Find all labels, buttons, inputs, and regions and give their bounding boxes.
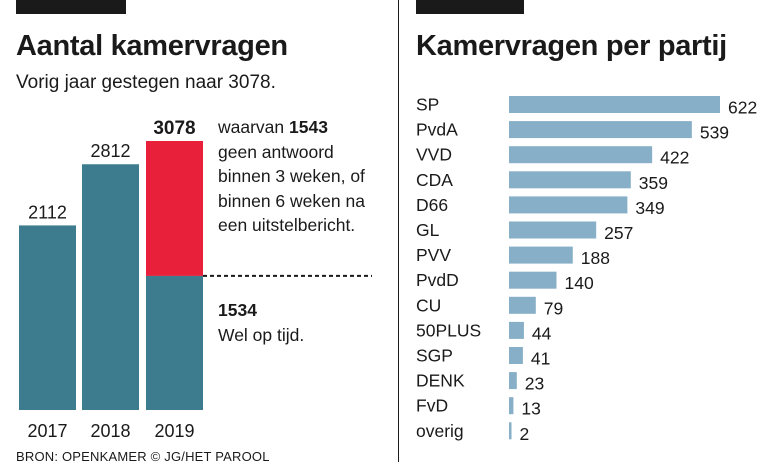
party-bar-sgp [509,347,523,364]
party-bar-pvv [509,246,573,264]
panel-divider [398,0,399,462]
party-value-cda: 359 [639,173,668,193]
party-label-gl: GL [416,220,440,240]
party-bar-overig [509,422,512,440]
party-bar-pvdd [509,271,557,289]
on-time-note: 1534 Wel op tijd. [218,298,378,347]
year-bar-chart: 2112 2017 2812 2018 3078 2019 [19,118,372,441]
party-label-pvv: PVV [416,245,451,265]
party-label-cu: CU [416,295,441,315]
bar-2018 [82,164,139,410]
value-label-2017: 2112 [28,202,67,222]
party-bar-sp [509,96,720,113]
party-label-pvda: PvdA [416,120,458,140]
party-label-sp: SP [416,95,439,115]
late-answers-count: 1543 [289,117,328,137]
party-value-sgp: 41 [531,349,550,369]
party-value-denk: 23 [525,374,544,394]
left-chart-title: Aantal kamervragen [16,30,288,62]
party-value-50plus: 44 [532,323,552,343]
bar-2019-late [146,141,203,276]
party-label-d66: D66 [416,195,448,215]
party-bar-cu [509,296,536,314]
party-value-fvd: 13 [521,399,540,419]
value-label-2018: 2812 [90,141,130,161]
party-value-overig: 2 [520,424,530,444]
party-value-gl: 257 [604,223,633,243]
bar-2017 [19,225,76,410]
party-bar-pvda [509,121,692,139]
right-header-bar [416,0,524,14]
bar-2019-on-time [146,275,203,410]
on-time-count: 1534 [218,300,257,320]
late-answers-text: geen antwoord binnen 3 weken, of binnen … [218,141,365,236]
party-bar-gl [509,221,597,239]
source-credit: BRON: OPENKAMER © JG/HET PAROOL [16,449,270,464]
party-bar-cda [509,171,631,189]
party-bar-50plus [509,321,524,339]
party-value-vvd: 422 [660,148,689,168]
party-value-pvv: 188 [581,248,610,268]
party-bar-fvd [509,397,514,415]
party-bar-vvd [509,146,653,164]
year-label-2017: 2017 [27,421,67,441]
party-bar-denk [509,372,517,390]
party-label-fvd: FvD [416,396,448,416]
year-label-2019: 2019 [154,421,194,441]
party-value-pvda: 539 [700,123,729,143]
year-label-2018: 2018 [90,421,130,441]
late-answers-prefix: waarvan [218,117,290,137]
party-label-vvd: VVD [416,145,452,165]
party-value-cu: 79 [544,298,563,318]
on-time-text: Wel op tijd. [218,324,305,345]
party-value-sp: 622 [728,98,757,118]
right-chart-title: Kamervragen per partij [416,30,727,62]
value-label-2019: 3078 [153,118,195,139]
left-chart-subtitle: Vorig jaar gestegen naar 3078. [16,72,276,93]
party-label-denk: DENK [416,371,465,391]
party-label-50plus: 50PLUS [416,320,481,340]
party-value-d66: 349 [635,198,664,218]
party-label-pvdd: PvdD [416,270,459,290]
party-label-cda: CDA [416,170,453,190]
party-value-pvdd: 140 [564,273,593,293]
left-header-bar [16,0,126,14]
party-label-overig: overig [416,421,464,441]
late-answers-note: waarvan 1543 geen antwoord binnen 3 weke… [218,115,378,238]
party-bar-d66 [509,196,628,214]
party-label-sgp: SGP [416,346,453,366]
